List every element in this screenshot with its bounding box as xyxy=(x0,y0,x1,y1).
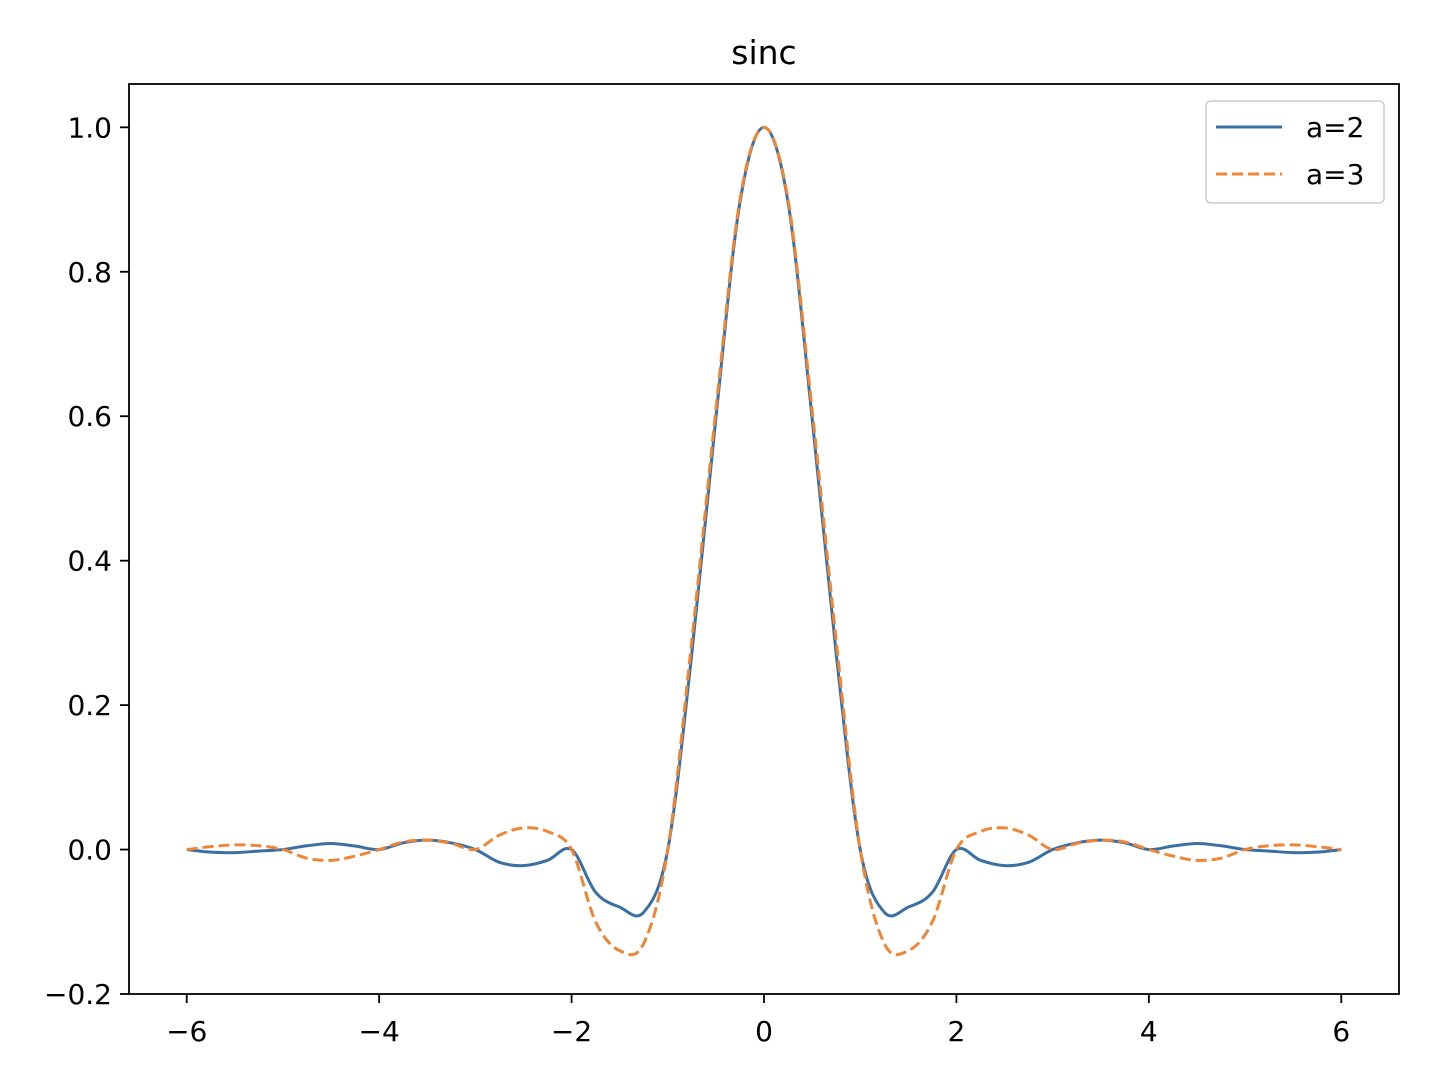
x-tick-label: 2 xyxy=(948,1015,966,1048)
legend: a=2 a=3 xyxy=(1205,100,1385,204)
y-tick-label: 0.6 xyxy=(67,400,112,433)
y-tick-label: 0.0 xyxy=(67,834,112,867)
series-layer xyxy=(186,125,1342,957)
legend-label-a2: a=2 xyxy=(1306,111,1364,144)
legend-label-a3: a=3 xyxy=(1306,158,1364,191)
y-axis: −0.2 0.0 0.2 0.4 0.6 0.8 1.0 xyxy=(44,111,129,1011)
series-line-a3 xyxy=(186,125,1342,957)
y-tick-label: 0.4 xyxy=(67,545,112,578)
chart-title: sinc xyxy=(731,33,796,72)
x-tick-label: −4 xyxy=(359,1015,400,1048)
x-tick-label: −2 xyxy=(551,1015,592,1048)
y-tick-label: −0.2 xyxy=(44,978,112,1011)
x-tick-label: −6 xyxy=(166,1015,207,1048)
x-tick-label: 4 xyxy=(1140,1015,1158,1048)
x-axis: −6 −4 −2 0 2 4 6 xyxy=(166,994,1350,1048)
y-tick-label: 0.8 xyxy=(67,256,112,289)
y-tick-label: 0.2 xyxy=(67,689,112,722)
x-tick-label: 6 xyxy=(1332,1015,1350,1048)
x-tick-label: 0 xyxy=(755,1015,773,1048)
y-tick-label: 1.0 xyxy=(67,111,112,144)
